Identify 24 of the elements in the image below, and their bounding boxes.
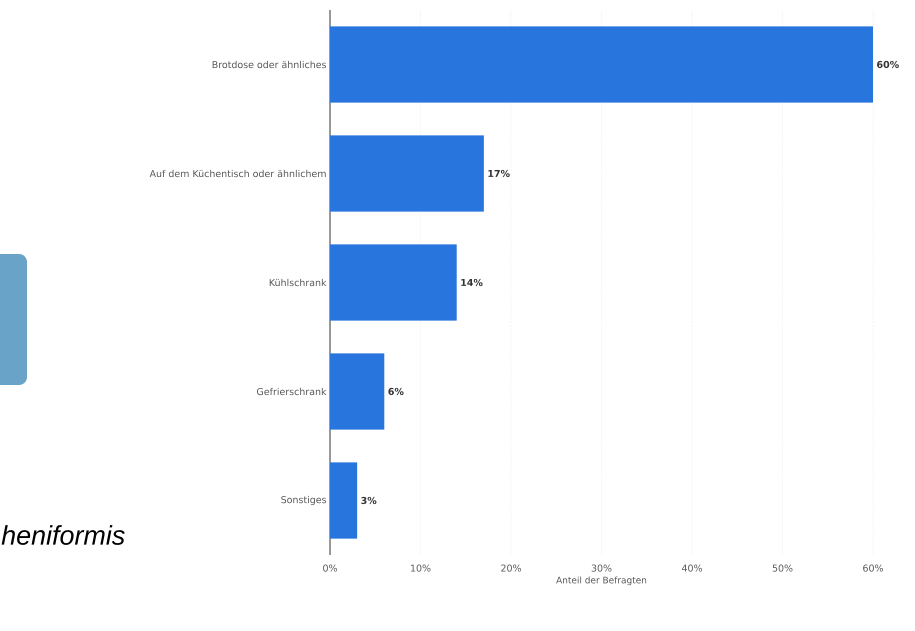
data-label: 17%: [488, 170, 510, 178]
y-tick-label: Sonstiges: [281, 496, 326, 506]
bar: [330, 26, 874, 103]
data-label: 6%: [388, 388, 404, 396]
x-tick-label: 30%: [592, 564, 612, 572]
data-label: 3%: [361, 496, 376, 504]
bar: [330, 135, 484, 212]
y-tick-label: Kühlschrank: [270, 278, 326, 286]
y-tick-label: Gefrierschrank: [256, 388, 326, 396]
bar: [330, 244, 457, 321]
x-tick-label: 0%: [323, 564, 337, 572]
text: heniformis: [2, 525, 125, 545]
x-tick-label: 20%: [501, 564, 521, 572]
y-tick-label: Brotdose oder ähnliches: [212, 60, 326, 68]
x-axis-title: Anteil der Befragten: [556, 576, 646, 586]
data-label: 14%: [461, 278, 483, 286]
data-label: 60%: [877, 60, 899, 68]
bar: [330, 462, 358, 539]
bar: [330, 353, 384, 430]
x-tick-label: 40%: [682, 564, 702, 572]
x-tick-label: 10%: [411, 564, 430, 572]
x-tick-label: 60%: [863, 564, 883, 572]
y-tick-label: Auf dem Küchentisch oder ähnlichem: [150, 170, 326, 178]
x-tick-label: 50%: [772, 564, 792, 572]
